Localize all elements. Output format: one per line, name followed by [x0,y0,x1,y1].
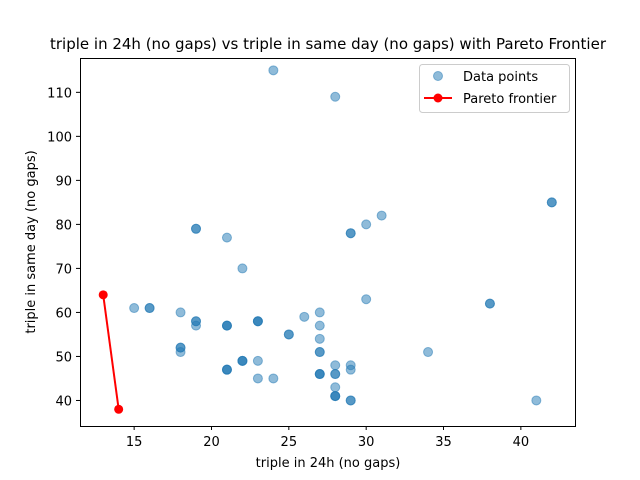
data-point [546,197,557,208]
x-tick-label: 25 [281,435,298,450]
data-point [345,228,356,239]
data-point [361,294,372,305]
x-tick-label: 30 [358,435,375,450]
data-point [330,360,341,371]
data-point [330,369,341,380]
data-point [144,303,155,314]
legend-label-pareto: Pareto frontier [463,92,557,107]
x-axis-label: triple in 24h (no gaps) [256,456,401,471]
y-tick-label: 100 [47,130,72,145]
legend-marker-pareto [433,93,443,103]
y-tick-label: 70 [55,262,72,277]
data-point [221,232,232,243]
y-tick-label: 80 [55,218,72,233]
data-point [175,342,186,353]
data-point [314,369,325,380]
data-points-layer [129,65,557,406]
data-point [423,347,434,358]
y-tick-label: 60 [55,306,72,321]
x-axis: 15 20 25 30 35 40 [126,426,529,450]
data-point [268,65,279,76]
x-tick-label: 15 [126,435,143,450]
data-point [345,364,356,375]
pareto-frontier-layer [98,290,124,414]
data-point [129,303,140,314]
data-point [221,364,232,375]
data-point [237,263,248,274]
data-point [330,391,341,402]
data-point [484,298,495,309]
data-point [330,382,341,393]
data-point [314,320,325,331]
data-point [345,395,356,406]
pareto-frontier-line [102,294,120,410]
data-point [221,320,232,331]
pareto-point [114,404,124,414]
y-axis-label: triple in same day (no gaps) [24,150,39,333]
plot-area-frame [80,58,576,427]
data-point [531,395,542,406]
data-point [252,373,263,384]
x-tick-label: 40 [513,435,530,450]
y-tick-label: 90 [55,174,72,189]
y-tick-label: 40 [55,394,72,409]
data-point [361,219,372,230]
data-point [252,355,263,366]
data-point [314,347,325,358]
data-point [376,210,387,221]
x-tick-label: 20 [203,435,220,450]
data-point [299,311,310,322]
legend-box [419,64,570,113]
legend: Data points Pareto frontier [419,64,570,113]
data-point [330,91,341,102]
data-point [191,223,202,234]
pareto-point [98,290,108,300]
legend-marker-data-points [433,71,443,81]
data-point [268,373,279,384]
legend-label-data-points: Data points [463,70,538,85]
data-point [191,316,202,327]
data-point [175,307,186,318]
chart-title: triple in 24h (no gaps) vs triple in sam… [50,35,607,53]
data-point [237,355,248,366]
y-tick-label: 110 [47,86,72,101]
x-tick-label: 35 [435,435,452,450]
data-point [283,329,294,340]
y-axis: 40 50 60 70 80 90 100 110 [47,86,80,409]
y-tick-label: 50 [55,350,72,365]
data-point [314,307,325,318]
data-point [252,316,263,327]
data-point [314,333,325,344]
